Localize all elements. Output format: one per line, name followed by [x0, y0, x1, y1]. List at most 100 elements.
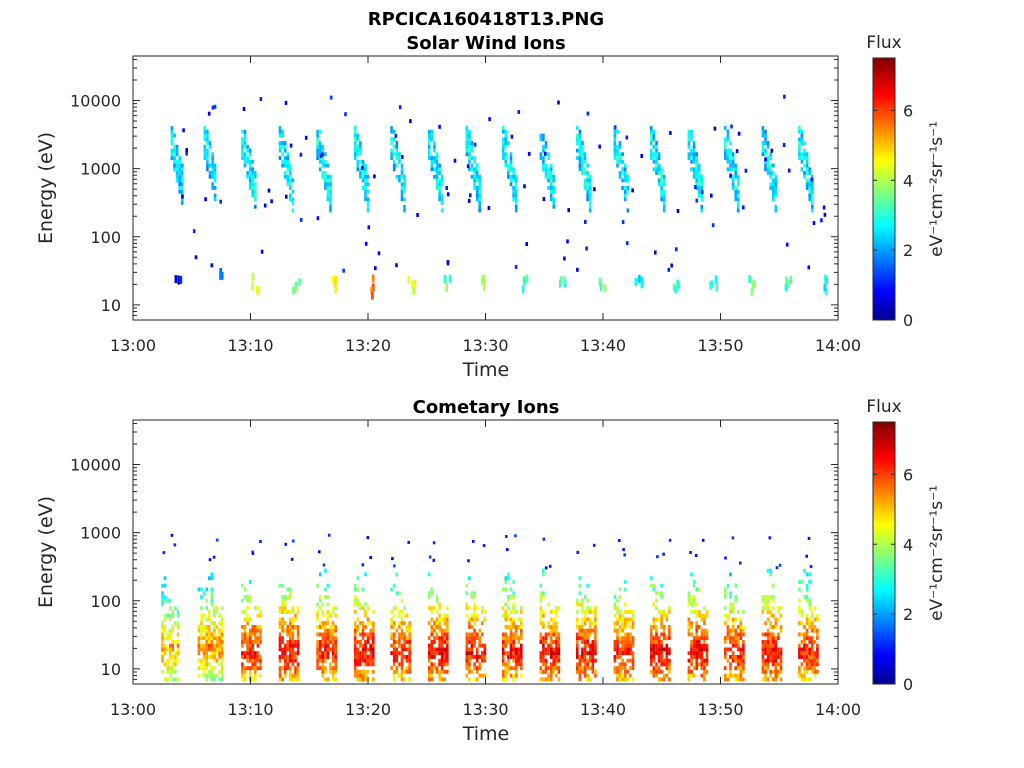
flux-cell — [481, 610, 484, 614]
flux-cell — [501, 636, 505, 641]
flux-cell — [369, 628, 372, 633]
flux-cell — [359, 144, 362, 149]
flux-cell — [446, 640, 449, 644]
flux-cell — [729, 610, 732, 614]
flux-cell — [769, 658, 772, 663]
flux-cell — [764, 598, 767, 603]
flux-cell — [772, 189, 775, 194]
flux-cell — [772, 669, 775, 674]
flux-cell — [660, 182, 663, 187]
flux-cell — [173, 148, 176, 153]
flux-cell — [655, 159, 658, 164]
flux-cell — [591, 610, 595, 614]
flux-cell — [652, 636, 656, 641]
flux-cell — [283, 595, 287, 599]
flux-cell — [766, 568, 770, 573]
flux-cell — [769, 640, 772, 644]
flux-cell — [578, 628, 582, 633]
flux-cell — [446, 606, 449, 611]
flux-cell — [813, 673, 817, 678]
flux-cell — [433, 636, 436, 641]
flux-cell — [324, 174, 327, 179]
flux-cell — [803, 163, 806, 168]
flux-cell — [697, 655, 701, 659]
flux-cell — [243, 666, 247, 671]
flux-cell — [761, 640, 765, 644]
flux-cell — [772, 677, 775, 682]
flux-cell — [772, 595, 775, 599]
colorbar-tick-label: 2 — [903, 605, 913, 624]
flux-cell — [586, 111, 590, 116]
flux-cell — [808, 640, 811, 644]
flux-cell — [213, 632, 216, 637]
flux-cell — [509, 666, 513, 671]
flux-cell — [433, 647, 436, 652]
flux-cell — [623, 666, 627, 671]
colorbar-tick-label: 6 — [903, 101, 913, 120]
flux-cell — [787, 280, 790, 289]
flux-cell — [278, 617, 282, 622]
flux-cell — [259, 540, 262, 543]
flux-cell — [655, 617, 658, 622]
flux-cell — [660, 655, 663, 659]
flux-cell — [392, 144, 396, 149]
flux-cell — [169, 666, 172, 671]
flux-cell — [657, 617, 661, 622]
flux-cell — [501, 673, 505, 678]
flux-cell — [435, 174, 439, 179]
flux-cell — [169, 655, 172, 659]
flux-cell — [473, 595, 476, 599]
flux-cell — [446, 192, 450, 197]
flux-cell — [281, 129, 284, 134]
flux-cell — [805, 669, 809, 674]
flux-cell — [166, 662, 169, 667]
flux-cell — [798, 144, 801, 149]
flux-cell — [241, 598, 244, 603]
flux-cell — [507, 171, 510, 175]
flux-cell — [170, 156, 174, 160]
flux-cell — [366, 617, 370, 622]
flux-cell — [259, 628, 262, 633]
flux-cell — [501, 144, 505, 149]
flux-cell — [356, 640, 360, 644]
flux-cell — [400, 617, 404, 622]
flux-cell — [692, 141, 696, 145]
flux-cell — [724, 591, 727, 596]
flux-cell — [465, 655, 469, 659]
flux-cell — [816, 658, 819, 663]
flux-cell — [623, 602, 627, 607]
flux-cell — [509, 182, 513, 187]
flux-cell — [769, 174, 772, 179]
flux-cell — [588, 632, 592, 637]
flux-cell — [259, 613, 262, 618]
flux-cell — [803, 673, 806, 678]
flux-cell — [289, 182, 292, 187]
flux-cell — [246, 640, 249, 644]
flux-cell — [427, 156, 431, 160]
flux-cell — [289, 647, 292, 652]
flux-cell — [430, 159, 434, 164]
flux-cell — [473, 167, 476, 172]
flux-cell — [478, 197, 481, 202]
flux-cell — [202, 643, 206, 648]
flux-cell — [652, 144, 656, 149]
flux-cell — [392, 606, 396, 611]
flux-cell — [555, 610, 558, 614]
flux-cell — [243, 610, 247, 614]
flux-cell — [220, 628, 224, 633]
flux-cell — [662, 636, 666, 641]
flux-cell — [291, 606, 295, 611]
flux-cell — [176, 677, 180, 682]
flux-cell — [695, 647, 698, 652]
flux-cell — [161, 636, 164, 641]
flux-cell — [665, 651, 669, 656]
flux-cell — [210, 673, 214, 678]
flux-cell — [729, 591, 732, 596]
flux-cell — [259, 640, 262, 644]
flux-cell — [514, 186, 518, 190]
flux-cell — [205, 598, 208, 603]
flux-cell — [687, 595, 691, 599]
flux-cell — [173, 163, 176, 168]
flux-cell — [552, 666, 556, 671]
flux-cell — [724, 677, 727, 682]
